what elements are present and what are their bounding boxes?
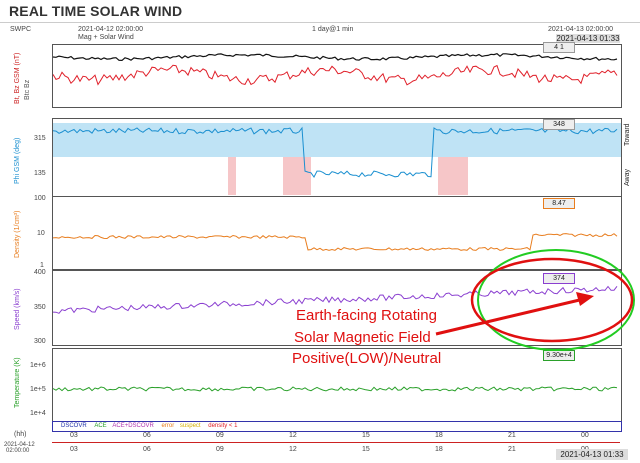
legend-suspect: suspect: [179, 423, 201, 429]
legend-error: error: [161, 423, 175, 429]
annotation-line3: Positive(LOW)/Neutral: [292, 350, 442, 367]
bt-axis-label2: Btc Bz: [24, 79, 31, 100]
current-time-bottom: 2021-04-13 01:33: [556, 449, 628, 460]
phi-panel: [52, 118, 622, 198]
phi-tick-315: 315: [34, 135, 46, 142]
xaxis-tick: 21: [508, 432, 516, 439]
title-bar: REAL TIME SOLAR WIND: [0, 0, 640, 23]
xaxis-tick: 21: [508, 446, 516, 453]
xaxis-tick: 18: [435, 432, 443, 439]
bt-bz-plot: [53, 53, 618, 86]
xaxis-start-1: 2021-04-12: [4, 442, 35, 448]
speed-axis-label: Speed (km/s): [14, 288, 21, 330]
legend-ace: ACE: [94, 423, 107, 429]
phi-axis-label: Phi GSM (deg): [14, 137, 21, 184]
phi-tick-135: 135: [34, 170, 46, 177]
temp-tick-1e6: 1e+6: [30, 362, 46, 369]
speed-value-box: 374: [543, 273, 575, 284]
xaxis-tick: 03: [70, 446, 78, 453]
range-label: 1 day@1 min: [312, 26, 354, 33]
page-title: REAL TIME SOLAR WIND: [9, 3, 183, 19]
xaxis-tick: 18: [435, 446, 443, 453]
density-axis-label: Density (1/cm³): [14, 210, 21, 258]
temperature-value-box: 9.30e+4: [543, 350, 575, 361]
xaxis-start-2: 02:00:00: [6, 448, 30, 454]
xaxis-tick: 09: [216, 432, 224, 439]
bt-axis-label: Bt, Bz GSM (nT): [14, 52, 21, 104]
xaxis-tick: 09: [216, 446, 224, 453]
temperature-axis-label: Temperature (K): [14, 357, 21, 408]
speed-tick-350: 350: [34, 304, 46, 311]
speed-tick-400: 400: [34, 269, 46, 276]
density-plot: [53, 233, 618, 251]
xaxis-tick: 06: [143, 446, 151, 453]
density-panel: [52, 196, 622, 270]
start-time: 2021-04-12 02:00:00: [78, 26, 143, 33]
bt-value-box: 4 1: [543, 42, 575, 53]
legend-strip: DSCOVR ACE ACE+DSCOVR error suspect dens…: [52, 421, 622, 432]
phi-toward-label: Toward: [624, 123, 631, 146]
xaxis-tick: 15: [362, 432, 370, 439]
end-time: 2021-04-13 02:00:00: [548, 26, 613, 33]
phi-away-label: Away: [624, 169, 631, 186]
phi-plot: [53, 123, 621, 195]
annotation-line1: Earth-facing Rotating: [296, 307, 437, 324]
temp-tick-1e4: 1e+4: [30, 410, 46, 417]
source-label: SWPC: [10, 26, 31, 33]
xaxis-divider: [52, 442, 620, 443]
xaxis-tick: 00: [581, 432, 589, 439]
density-tick-1: 1: [40, 262, 44, 269]
xaxis-tick: 03: [70, 432, 78, 439]
temperature-panel: [52, 348, 622, 422]
legend-discovr: DSCOVR: [61, 423, 87, 429]
speed-tick-300: 300: [34, 338, 46, 345]
subtitle: Mag + Solar Wind: [78, 34, 134, 41]
xaxis-unit: (hh): [14, 431, 27, 438]
current-time-top: 2021-04-13 01:33: [556, 34, 620, 43]
xaxis-tick: 06: [143, 432, 151, 439]
xaxis-tick: 15: [362, 446, 370, 453]
xaxis-tick: 12: [289, 432, 297, 439]
density-tick-100: 100: [34, 195, 46, 202]
xaxis-tick: 12: [289, 446, 297, 453]
temp-tick-1e5: 1e+5: [30, 386, 46, 393]
density-value-box: 8.47: [543, 198, 575, 209]
phi-value-box: 348: [543, 119, 575, 130]
xaxis-ticks-top: 03 06 09 12 15 18 21 00: [52, 432, 620, 442]
bt-bz-panel: [52, 44, 622, 108]
annotation-line2: Solar Magnetic Field: [294, 329, 431, 346]
density-tick-10: 10: [37, 230, 45, 237]
legend-ace-discovr: ACE+DSCOVR: [112, 423, 154, 429]
temperature-plot: [53, 386, 618, 392]
legend-density: density < 1: [208, 423, 238, 429]
